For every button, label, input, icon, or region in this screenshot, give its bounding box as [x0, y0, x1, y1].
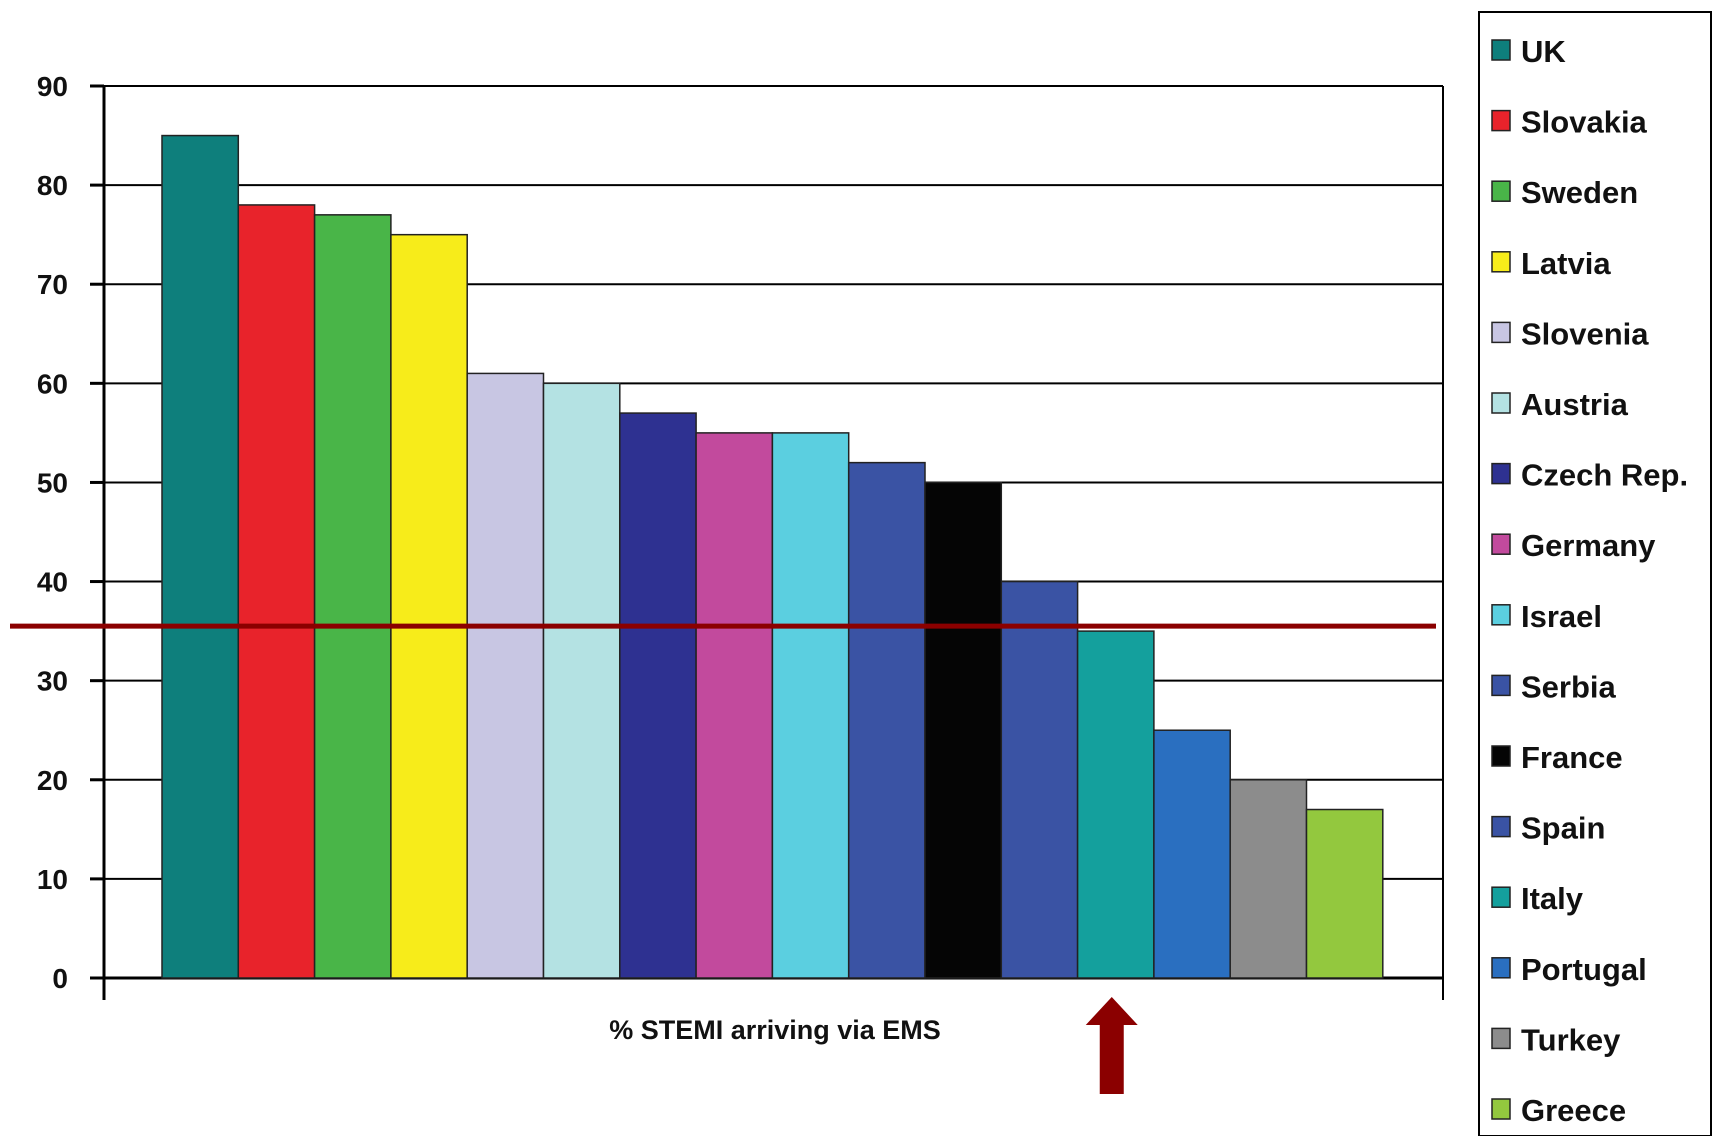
y-tick-labels: 0 10 20 30 40 50 60 70 80 90 — [37, 71, 68, 994]
legend-swatch-turkey — [1491, 1027, 1511, 1050]
legend-swatch-italy — [1491, 886, 1511, 908]
legend-box — [1478, 11, 1712, 1136]
legend-swatch-austria — [1491, 392, 1511, 414]
legend-label-france: France — [1521, 740, 1623, 775]
y-tick-label-30: 30 — [37, 666, 68, 697]
y-tick-label-50: 50 — [37, 467, 68, 498]
legend: UK Slovakia Sweden Latvia Slovenia Austria Cze… — [1478, 11, 1712, 1136]
bar-slovenia — [466, 372, 545, 979]
y-tick-label-10: 10 — [37, 864, 68, 895]
bar-greece — [1305, 808, 1384, 979]
bar-turkey — [1229, 779, 1308, 979]
legend-label-slovakia: Slovakia — [1521, 105, 1648, 140]
legend-swatch-israel — [1491, 604, 1511, 626]
legend-swatch-france — [1491, 745, 1511, 767]
legend-label-uk: UK — [1521, 34, 1566, 69]
legend-label-germany: Germany — [1521, 528, 1656, 563]
bar-israel — [771, 432, 850, 979]
legend-swatch-germany — [1491, 533, 1511, 555]
legend-swatch-slovenia — [1491, 321, 1511, 344]
legend-label-turkey: Turkey — [1521, 1022, 1621, 1057]
legend-swatch-spain — [1491, 815, 1511, 838]
legend-swatch-slovakia — [1491, 109, 1511, 132]
bar-italy — [1076, 630, 1155, 979]
legend-swatch-czech-rep — [1491, 462, 1511, 485]
legend-swatch-greece — [1491, 1098, 1511, 1120]
legend-label-portugal: Portugal — [1521, 952, 1647, 987]
legend-label-spain: Spain — [1521, 811, 1605, 846]
y-tick-label-90: 90 — [37, 71, 68, 102]
legend-label-greece: Greece — [1521, 1093, 1626, 1128]
bars — [161, 134, 1384, 979]
legend-swatch-portugal — [1491, 957, 1511, 979]
legend-swatch-serbia — [1491, 674, 1511, 697]
legend-label-italy: Italy — [1521, 881, 1584, 916]
legend-swatch-sweden — [1491, 180, 1511, 202]
bar-uk — [161, 134, 240, 979]
y-tick-label-40: 40 — [37, 567, 68, 598]
bar-austria — [542, 382, 621, 979]
bar-latvia — [390, 233, 468, 979]
y-tick-label-80: 80 — [37, 170, 68, 201]
legend-swatch-uk — [1491, 39, 1511, 61]
bar-serbia — [847, 461, 926, 979]
bar-spain — [1000, 580, 1079, 979]
bar-czech-rep — [619, 412, 697, 979]
legend-label-slovenia: Slovenia — [1521, 316, 1649, 351]
y-tick-label-0: 0 — [52, 963, 68, 994]
x-axis-title: % STEMI arriving via EMS — [609, 1015, 941, 1045]
legend-label-czech-rep: Czech Rep. — [1521, 458, 1688, 493]
bar-sweden — [313, 214, 392, 979]
y-tick-label-60: 60 — [37, 368, 68, 399]
y-tick-label-20: 20 — [37, 765, 68, 796]
legend-swatch-latvia — [1491, 251, 1511, 273]
bar-portugal — [1153, 729, 1231, 979]
bar-slovakia — [237, 204, 316, 979]
arrow-group — [1085, 997, 1138, 1094]
legend-label-austria: Austria — [1521, 387, 1629, 422]
bar-germany — [695, 432, 774, 979]
legend-label-latvia: Latvia — [1521, 246, 1611, 281]
y-tick-label-70: 70 — [37, 269, 68, 300]
legend-label-israel: Israel — [1521, 599, 1602, 634]
legend-label-sweden: Sweden — [1521, 175, 1638, 210]
arrow-icon — [1085, 997, 1138, 1094]
legend-label-serbia: Serbia — [1521, 669, 1617, 704]
bar-france — [924, 481, 1003, 979]
